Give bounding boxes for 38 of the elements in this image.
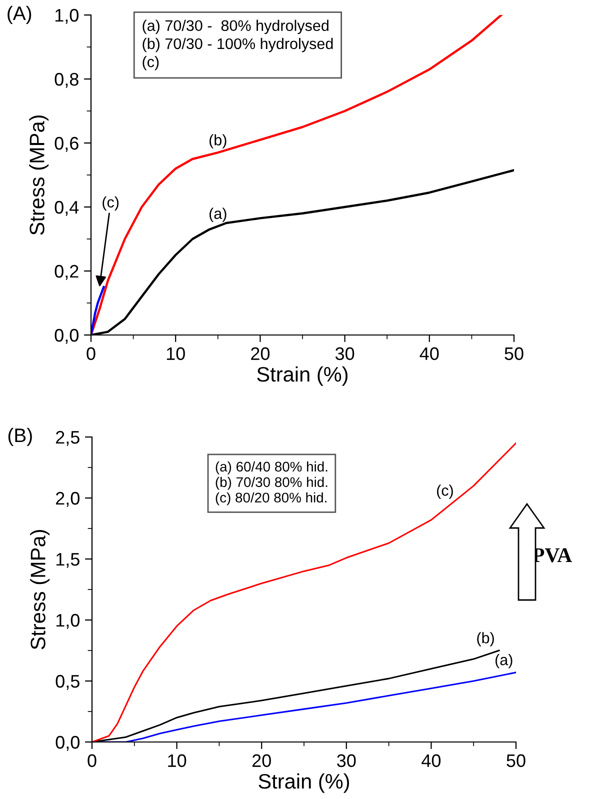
y-tick-label: 0,5 (56, 674, 80, 690)
chart-title: (A) (8, 6, 32, 24)
x-tick-label: 40 (422, 754, 441, 768)
x-tick-label: 0 (86, 347, 96, 360)
annotation: (b) (210, 134, 226, 148)
x-tick-label: 50 (504, 347, 524, 360)
annotation: (a) 70/30 - 80% hydrolysed (b) 70/30 - 100% hydrolysed (c) (142, 20, 333, 70)
annotation: (c) (102, 196, 119, 211)
x-tick-label: 10 (168, 754, 186, 768)
y-tick-label: 1,0 (55, 8, 78, 24)
y-tick-label: 0,4 (54, 200, 79, 216)
x-tick-label: 20 (251, 347, 270, 360)
x-tick-label: 40 (420, 347, 439, 360)
annotation: (a) (496, 654, 512, 668)
y-tick-label: 2,0 (56, 492, 80, 507)
y-tick-label: 0,2 (54, 264, 78, 280)
x-tick-label: 30 (335, 347, 354, 360)
y-tick-label: 0,8 (54, 72, 78, 88)
y-tick-label: 0,0 (54, 328, 78, 344)
annotation: (b) (477, 632, 494, 646)
x-tick-label: 50 (506, 754, 526, 768)
x-tick-label: 30 (337, 754, 356, 768)
y-tick-label: 0,0 (56, 736, 80, 751)
y-tick-label: 1,0 (56, 614, 80, 629)
x-tick-label: 10 (166, 347, 185, 360)
y-axis-title: Stress (MPa) (30, 530, 50, 650)
chart-title: (B) (8, 428, 32, 446)
x-axis-title: Strain (%) (257, 366, 348, 386)
x-tick-label: 20 (252, 754, 271, 768)
y-tick-label: 2,5 (56, 430, 80, 446)
y-axis-title: Stress (MPa) (29, 116, 49, 235)
annotation: (c) (436, 484, 453, 499)
y-tick-label: 0,6 (54, 136, 78, 152)
x-axis-title: Strain (%) (258, 773, 350, 793)
annotation: (a) 60/40 80% hid. (b) 70/30 80% hid. (c) 80/20 80% hid. (216, 461, 328, 506)
x-tick-label: 0 (88, 754, 96, 768)
y-tick-label: 1,5 (56, 553, 80, 568)
annotation: (a) (210, 208, 226, 222)
